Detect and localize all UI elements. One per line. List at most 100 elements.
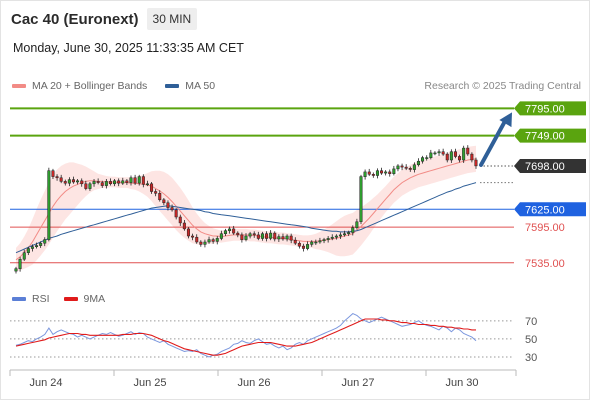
candle-56	[244, 235, 248, 240]
candle-66	[285, 235, 289, 240]
candle-29	[133, 177, 137, 184]
candle-102	[433, 152, 437, 155]
level-label-3: 7625.00	[525, 204, 565, 216]
candle-88	[375, 170, 379, 176]
candle-52	[228, 228, 232, 231]
candle-36	[162, 199, 166, 204]
candle-62	[269, 232, 273, 239]
candle-20	[96, 181, 100, 183]
credit-text: Research © 2025 Trading Central	[424, 80, 581, 92]
candle-6	[39, 242, 43, 246]
candle-68	[293, 239, 297, 244]
candle-70	[301, 245, 305, 249]
candle-72	[310, 241, 314, 245]
candle-91	[388, 171, 392, 174]
candle-3	[26, 248, 30, 253]
candle-103	[437, 151, 441, 154]
candle-27	[125, 180, 129, 183]
rsi-legend: RSI 9MA	[12, 293, 105, 305]
projection-arrow-shaft	[479, 117, 508, 167]
candle-100	[425, 157, 429, 159]
candle-95	[404, 166, 408, 169]
candle-57	[248, 233, 252, 237]
candle-30	[137, 176, 141, 184]
candle-53	[232, 228, 236, 234]
candle-71	[306, 244, 310, 249]
candle-1	[18, 258, 22, 269]
candle-101	[429, 152, 433, 158]
projection-arrow-head	[499, 112, 512, 128]
candle-87	[371, 174, 375, 176]
candle-109	[462, 147, 466, 161]
candle-34	[154, 191, 158, 194]
timeframe-badge[interactable]: 30 MIN	[146, 8, 198, 30]
candle-96	[408, 168, 412, 170]
candle-83	[355, 221, 359, 228]
candle-90	[384, 171, 388, 174]
candle-86	[367, 171, 371, 175]
candle-49	[215, 238, 219, 242]
level-tag-3	[514, 202, 586, 217]
candle-59	[256, 234, 260, 239]
timestamp: Monday, June 30, 2025 11:33:35 AM CET	[13, 41, 244, 55]
candle-108	[458, 156, 462, 161]
candle-10	[55, 176, 59, 179]
candle-60	[260, 233, 264, 239]
level-label-1: 7749.00	[525, 131, 565, 143]
candle-47	[207, 239, 211, 243]
candle-65	[281, 236, 285, 240]
rsi-tick-label-50: 50	[525, 334, 537, 346]
candle-73	[314, 241, 318, 244]
candle-33	[150, 183, 154, 192]
candle-50	[219, 233, 223, 239]
candle-63	[273, 232, 277, 240]
candle-64	[277, 236, 281, 240]
candle-44	[195, 236, 199, 243]
x-tick-label-3: Jun 27	[341, 377, 374, 389]
candle-98	[416, 160, 420, 166]
candle-105	[445, 153, 449, 161]
candle-39	[174, 209, 178, 218]
legend-swatch-ma20	[12, 84, 26, 88]
candle-19	[92, 181, 96, 185]
candle-80	[343, 233, 347, 236]
candle-78	[334, 235, 338, 238]
rsi-ma9-line	[15, 318, 476, 356]
level-label-4: 7595.00	[525, 222, 565, 234]
candle-35	[158, 193, 162, 201]
candle-104	[441, 151, 445, 155]
candle-81	[347, 232, 351, 234]
legend-swatch-ma50	[165, 84, 180, 88]
instrument-title: Cac 40 (Euronext)	[11, 10, 139, 28]
bollinger-band	[16, 145, 476, 272]
candle-61	[265, 233, 269, 239]
candle-2	[22, 252, 26, 260]
candle-84	[359, 176, 363, 222]
candle-24	[113, 180, 117, 185]
candle-43	[191, 235, 195, 238]
candle-107	[453, 151, 457, 157]
legend-label-rsi: RSI	[32, 293, 50, 305]
x-tick-label-2: Jun 26	[237, 377, 270, 389]
candle-110	[466, 147, 470, 155]
candle-76	[326, 238, 330, 240]
candle-99	[421, 157, 425, 162]
level-label-5: 7535.00	[525, 258, 565, 270]
legend-label-9ma: 9MA	[83, 293, 106, 305]
candle-69	[297, 242, 301, 247]
candle-38	[170, 207, 174, 211]
x-tick-label-1: Jun 25	[133, 377, 166, 389]
candle-7	[43, 239, 47, 244]
candle-54	[236, 232, 240, 236]
candle-48	[211, 239, 215, 242]
candle-74	[318, 240, 322, 243]
rsi-tick-label-30: 30	[525, 352, 537, 364]
legend-label-ma20: MA 20 + Bollinger Bands	[32, 80, 148, 92]
legend-swatch-rsi	[12, 297, 26, 301]
header: Cac 40 (Euronext) 30 MIN	[11, 8, 198, 30]
candle-31	[141, 176, 145, 185]
level-tag-0	[514, 101, 586, 116]
candle-67	[289, 235, 293, 241]
candle-46	[203, 241, 207, 245]
